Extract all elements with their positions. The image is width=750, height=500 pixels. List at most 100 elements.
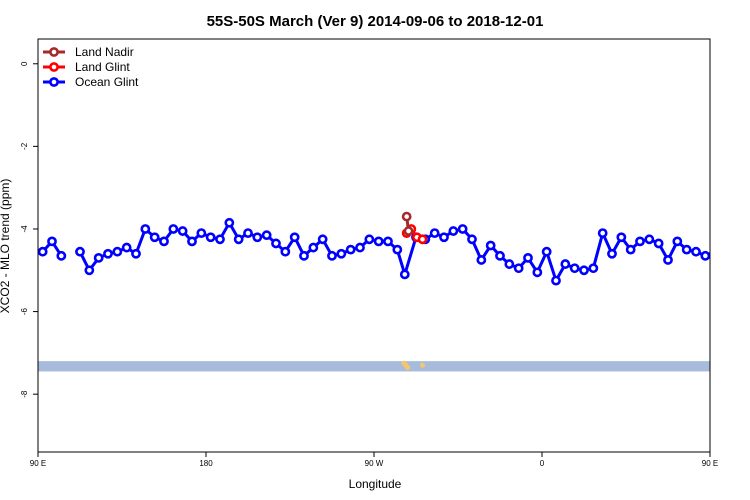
point-ocean-glint [327,250,337,261]
series-layer [38,211,737,286]
land-spot [420,362,426,368]
point-ocean-glint [588,263,599,274]
point-ocean-glint [131,248,141,259]
point-ocean-glint [392,244,403,255]
point-ocean-glint [476,255,487,265]
point-ocean-glint [625,244,636,255]
y-axis-label: XCO2 - MLO trend (ppm) [0,179,12,314]
legend-marker [49,77,59,87]
y-tick-label: -2 [20,142,29,150]
point-ocean-glint [299,250,309,261]
point-ocean-glint [56,250,67,261]
point-ocean-glint [513,263,524,274]
point-land-nadir [401,211,412,222]
point-ocean-glint [103,248,113,259]
point-ocean-glint [215,234,225,245]
point-ocean-glint [364,234,375,245]
point-ocean-glint [551,275,561,286]
point-ocean-glint [663,255,673,265]
point-ocean-glint [672,236,683,247]
chart-title: 55S-50S March (Ver 9) 2014-09-06 to 2018… [207,13,544,30]
point-ocean-glint [38,246,48,257]
land-band-layer [38,360,710,372]
point-ocean-glint [653,238,664,249]
point-ocean-glint [93,252,104,263]
series-land-nadir [401,211,414,236]
point-ocean-glint [121,242,132,253]
x-tick-label: 90 E [702,459,718,468]
point-ocean-glint [373,236,384,247]
legend-item-land-nadir: Land Nadir [43,45,134,59]
point-ocean-glint [709,250,710,254]
point-ocean-glint [691,246,701,257]
point-ocean-glint [700,250,710,261]
point-ocean-glint [317,234,328,245]
point-ocean-glint [47,236,57,247]
point-ocean-glint [271,238,281,249]
point-ocean-glint [355,242,365,253]
point-ocean-glint [541,246,552,257]
point-ocean-glint [75,246,85,257]
point-ocean-glint [149,232,160,243]
point-ocean-glint [252,232,263,243]
point-ocean-glint [429,228,440,239]
point-ocean-glint [457,224,468,234]
y-tick-label: 0 [20,61,29,66]
point-ocean-glint [84,265,95,276]
point-ocean-glint [205,232,216,243]
point-ocean-glint [597,228,608,239]
point-ocean-glint [439,232,449,243]
point-land-nadir [403,226,414,236]
legend-marker [49,62,59,72]
plot-frame [37,38,711,453]
point-ocean-glint [289,232,300,243]
legend-item-ocean-glint: Ocean Glint [43,75,139,89]
y-tick-label: -4 [20,225,29,233]
point-ocean-glint [336,248,347,259]
point-ocean-glint [196,228,207,239]
point-ocean-glint [280,246,291,257]
x-tick-label: 0 [540,459,545,468]
point-ocean-glint [168,224,179,234]
point-ocean-glint [616,232,627,243]
y-tick-label: -6 [20,307,29,315]
legend-item-land-glint: Land Glint [43,60,130,74]
point-ocean-glint [177,226,188,236]
point-ocean-glint [504,259,515,269]
point-ocean-glint [345,244,356,255]
point-ocean-glint [308,242,319,253]
legend-marker [49,47,59,57]
point-ocean-glint [560,259,571,269]
point-ocean-glint [448,226,459,236]
point-ocean-glint [187,236,197,247]
series-ocean-glint [38,217,737,286]
point-ocean-glint [644,234,655,245]
point-ocean-glint [233,234,244,245]
point-land-glint [417,234,428,245]
point-ocean-glint [720,238,727,245]
point-ocean-glint [112,246,123,257]
point-ocean-glint [224,217,235,228]
x-tick-label: 90 E [30,459,46,468]
point-ocean-glint [243,228,253,239]
x-tick-label: 90 W [365,459,384,468]
point-ocean-glint [467,234,477,245]
point-ocean-glint [140,224,151,234]
legend-label: Land Nadir [75,45,134,59]
point-ocean-glint [261,230,272,241]
point-ocean-glint [569,263,580,274]
y-tick-label: -8 [20,390,29,398]
tick-layer: 90 E 180 90 W 0 90 E 0 -2 -4 -6 -8 [20,61,718,468]
point-ocean-glint [523,252,533,263]
point-ocean-glint [730,252,737,259]
x-tick-label: 180 [199,459,213,468]
point-ocean-glint [159,236,169,247]
legend-label: Ocean Glint [75,75,139,89]
legend-label: Land Glint [75,60,130,74]
point-ocean-glint [607,248,617,259]
point-ocean-glint [485,240,496,251]
point-ocean-glint [681,244,692,255]
point-ocean-glint [399,269,410,280]
